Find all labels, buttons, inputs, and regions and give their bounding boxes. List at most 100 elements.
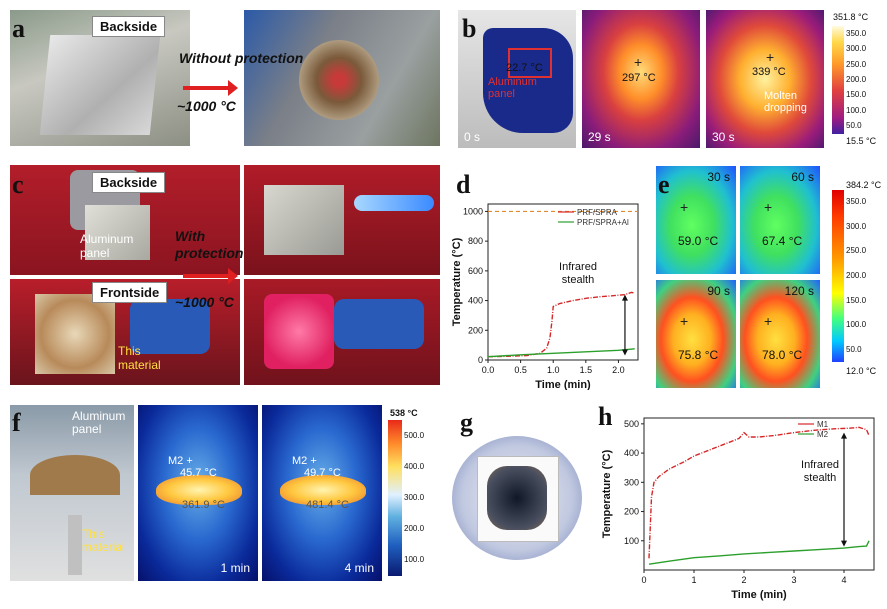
panel-c-photo-top-right (244, 165, 440, 275)
panel-label-e: e (658, 170, 670, 199)
aluminum-sheet (39, 35, 161, 135)
f-m1-reading: 481.4 °C (306, 499, 349, 511)
colorbar-tick: 200.0 (404, 524, 425, 534)
b-colorbar-max: 351.8 °C (833, 12, 869, 22)
colorbar-tick: 150.0 (846, 90, 867, 100)
arrow-head-top (621, 294, 628, 301)
x-tick-label: 2.0 (612, 365, 625, 375)
material-arc (30, 455, 120, 495)
ir-frame-e: 30 s +59.0 °C (656, 166, 736, 274)
colorbar-tick: 350.0 (846, 28, 867, 38)
f-colorbar-max: 538 °C (390, 408, 418, 418)
b-cross-1: + (634, 54, 643, 70)
panel-label-h: h (598, 402, 613, 431)
condition-label-a: Without protection (179, 50, 304, 66)
e-reading: 67.4 °C (762, 234, 803, 248)
y-tick-label: 400 (468, 296, 483, 306)
x-tick-label: 0 (641, 575, 646, 585)
x-tick-label: 3 (791, 575, 796, 585)
b-colorbar (832, 26, 844, 134)
colorbar-tick: 50.0 (846, 121, 862, 131)
e-cross: + (680, 313, 689, 329)
panel-label-d: d (456, 170, 471, 199)
ir-frame-b-0s: 22.7 °C Aluminum panel 0 s (458, 10, 576, 148)
flame (354, 195, 434, 211)
e-colorbar (832, 190, 844, 362)
y-tick-label: 300 (624, 477, 639, 487)
f-m1-reading: 361.9 °C (182, 499, 225, 511)
e-colorbar-min: 12.0 °C (846, 366, 877, 376)
colorbar-tick: 350.0 (846, 197, 867, 207)
e-time: 60 s (791, 170, 814, 184)
temperature-label-c: ~1000 °C (175, 294, 234, 310)
x-tick-label: 0.5 (514, 365, 527, 375)
e-cross: + (764, 199, 773, 215)
condition-label-c: With protection (175, 228, 244, 261)
hot-arc (156, 475, 242, 505)
temperature-label-a: ~1000 °C (177, 98, 236, 114)
ir-frame-f: M2 +49.7 °C 481.4 °C 4 min (262, 405, 382, 581)
x-tick-label: 0.0 (482, 365, 495, 375)
f-time: 4 min (344, 561, 374, 575)
x-tick-label: 1.5 (580, 365, 593, 375)
aluminum-panel-box (508, 48, 552, 78)
b-reading-1: 297 °C (622, 72, 656, 84)
f-material-note: This material (82, 527, 125, 554)
f-time: 1 min (220, 561, 250, 575)
b-cross-2: + (766, 49, 775, 65)
annotation-text: stealth (804, 472, 836, 484)
aluminum-sheet-c2 (264, 185, 344, 255)
colorbar-tick: 300.0 (846, 44, 867, 54)
legend-label: M1 (817, 420, 829, 429)
y-tick-label: 600 (468, 266, 483, 276)
series-line (648, 540, 870, 565)
arrow-c (183, 268, 238, 284)
y-tick-label: 100 (624, 536, 639, 546)
backside-label-c: Backside (92, 172, 166, 193)
colorbar-tick: 200.0 (846, 75, 867, 84)
glowing-material (264, 294, 334, 369)
y-tick-label: 500 (624, 419, 639, 429)
b-reading-0: 22.7 °C (506, 62, 543, 74)
panel-label-c: c (12, 170, 24, 199)
legend-label: M2 (817, 430, 829, 439)
panel-label-f: f (12, 408, 21, 437)
colorbar-tick: 300.0 (404, 493, 425, 502)
annotation-text: Infrared (801, 459, 839, 471)
y-tick-label: 800 (468, 236, 483, 246)
y-tick-label: 400 (624, 448, 639, 458)
e-colorbar-max: 384.2 °C (846, 180, 882, 190)
series-line (648, 426, 870, 559)
b-note-2: Molten dropping (764, 90, 807, 114)
legend-label: PRF/SPRA+Al (577, 218, 629, 227)
colorbar-tick: 50.0 (846, 344, 862, 354)
ir-frame-e: 90 s +75.8 °C (656, 280, 736, 388)
series-line (487, 348, 635, 358)
e-reading: 75.8 °C (678, 348, 719, 362)
x-tick-label: 1.0 (547, 365, 560, 375)
e-time: 30 s (707, 170, 730, 184)
torch (68, 515, 82, 575)
panel-f-photo (10, 405, 134, 581)
x-tick-label: 2 (741, 575, 746, 585)
dark-region (483, 28, 573, 133)
f-m2-label: M2 + (168, 455, 193, 467)
y-tick-label: 0 (478, 355, 483, 365)
panel-c-photo-bottom-right (244, 279, 440, 385)
arrow-head-bottom (841, 540, 847, 547)
plot-frame (487, 203, 639, 361)
c-panel-note: Aluminum panel (80, 232, 134, 260)
legend-label: PRF/SPRA (577, 208, 618, 217)
b-note-0: Aluminum panel (488, 76, 537, 100)
x-tick-label: 1 (691, 575, 696, 585)
b-time-2: 30 s (712, 130, 735, 144)
frontside-label-c: Frontside (92, 282, 168, 303)
colorbar-tick: 400.0 (404, 461, 425, 471)
c-material-note: This material (118, 344, 161, 372)
b-time-0: 0 s (464, 130, 481, 144)
annotation-text: stealth (562, 274, 594, 286)
colorbar-tick: 300.0 (846, 221, 867, 231)
f-colorbar (388, 420, 402, 576)
series-line (487, 291, 635, 358)
x-axis-label: Time (min) (731, 589, 787, 601)
